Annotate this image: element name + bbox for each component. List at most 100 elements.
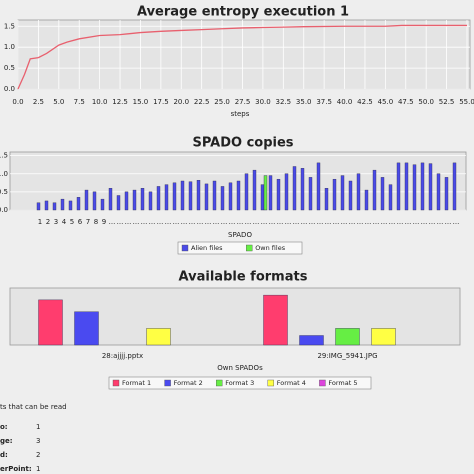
x-tick-label: ...	[397, 218, 404, 226]
x-tick-label: 7	[86, 218, 90, 226]
bar	[252, 169, 257, 211]
bar	[371, 328, 396, 346]
x-tick-label: 7.5	[74, 98, 85, 106]
x-tick-label: 3	[54, 218, 58, 226]
x-tick-label: ...	[165, 218, 172, 226]
bar	[308, 177, 313, 211]
x-tick-label: 40.0	[337, 98, 353, 106]
x-tick-label: ...	[197, 218, 204, 226]
x-tick-label: 28:ajjjj.pptx	[102, 352, 143, 360]
x-tick-label: ...	[245, 218, 252, 226]
legend-label: Format 4	[277, 379, 306, 387]
x-tick-label: 2	[46, 218, 50, 226]
bar	[388, 184, 393, 211]
bar	[444, 177, 449, 211]
x-tick-label: ...	[205, 218, 212, 226]
bar	[204, 183, 209, 211]
bar	[116, 195, 121, 211]
bar	[412, 164, 417, 211]
bar	[52, 202, 57, 211]
plot-area	[17, 19, 471, 90]
info-label: d:	[0, 451, 8, 459]
bar	[324, 188, 329, 211]
x-tick-label: ...	[373, 218, 380, 226]
legend-box	[108, 376, 372, 390]
x-tick-label: 20.0	[173, 98, 189, 106]
bar	[212, 180, 217, 211]
info-label: o:	[0, 423, 8, 431]
bar	[380, 177, 385, 211]
x-tick-label: ...	[261, 218, 268, 226]
bar	[276, 178, 281, 211]
x-tick-label: 4	[62, 218, 67, 226]
x-tick-label: ...	[189, 218, 196, 226]
bar	[404, 162, 409, 211]
bar	[196, 180, 201, 211]
bar	[44, 200, 49, 211]
info-label: ge:	[0, 437, 13, 445]
bar	[340, 175, 345, 211]
x-tick-label: 1	[38, 218, 42, 226]
x-tick-label: ...	[429, 218, 436, 226]
x-tick-label: ...	[357, 218, 364, 226]
x-tick-label: ...	[181, 218, 188, 226]
legend-swatch	[215, 379, 223, 387]
legend-swatch	[245, 244, 253, 252]
legend-swatch	[112, 379, 120, 387]
x-tick-label: 6	[78, 218, 83, 226]
y-tick-label: 1.5	[4, 22, 15, 30]
bar	[60, 198, 65, 211]
bar	[92, 191, 97, 211]
x-tick-label: ...	[413, 218, 420, 226]
bar	[140, 188, 145, 211]
bar	[260, 184, 265, 211]
x-tick-label: 45.0	[378, 98, 394, 106]
x-tick-label: ...	[149, 218, 156, 226]
x-tick-label: 2.5	[33, 98, 44, 106]
x-tick-label: ...	[221, 218, 228, 226]
x-tick-label: 52.5	[439, 98, 455, 106]
x-tick-label: 10.0	[92, 98, 108, 106]
bar	[420, 162, 425, 211]
legend-label: Alien files	[191, 244, 223, 252]
bar	[300, 168, 305, 211]
x-tick-label: ...	[341, 218, 348, 226]
bar	[132, 189, 137, 211]
y-tick-label: 0.5	[0, 188, 8, 196]
bar	[156, 186, 161, 211]
x-axis-label: Own SPADOs	[217, 364, 263, 372]
x-tick-label: 47.5	[398, 98, 414, 106]
x-tick-label: 35.0	[296, 98, 312, 106]
x-tick-label: 25.0	[214, 98, 230, 106]
legend-box	[177, 241, 303, 255]
x-tick-label: ...	[453, 218, 460, 226]
bar	[36, 202, 41, 211]
x-tick-label: ...	[237, 218, 244, 226]
legend-swatch	[267, 379, 274, 387]
bar	[332, 178, 337, 211]
y-tick-label: 0.0	[4, 85, 15, 93]
x-axis-label: SPADO	[228, 231, 252, 239]
bar	[68, 200, 73, 211]
x-tick-label: ...	[133, 218, 140, 226]
bar	[428, 163, 433, 211]
x-axis-label: steps	[231, 110, 250, 118]
x-tick-label: ...	[301, 218, 308, 226]
bar	[372, 169, 377, 211]
bar	[268, 175, 273, 211]
bar	[452, 162, 457, 211]
x-tick-label: ...	[253, 218, 260, 226]
x-tick-label: 42.5	[357, 98, 373, 106]
x-tick-label: ...	[405, 218, 412, 226]
x-tick-label: 12.5	[112, 98, 128, 106]
bar	[100, 198, 105, 211]
bar	[436, 173, 441, 211]
x-tick-label: 50.0	[418, 98, 434, 106]
x-tick-label: ...	[445, 218, 452, 226]
bar	[148, 191, 153, 211]
info-value: 3	[36, 437, 40, 445]
line	[17, 24, 467, 90]
bar	[244, 173, 249, 211]
